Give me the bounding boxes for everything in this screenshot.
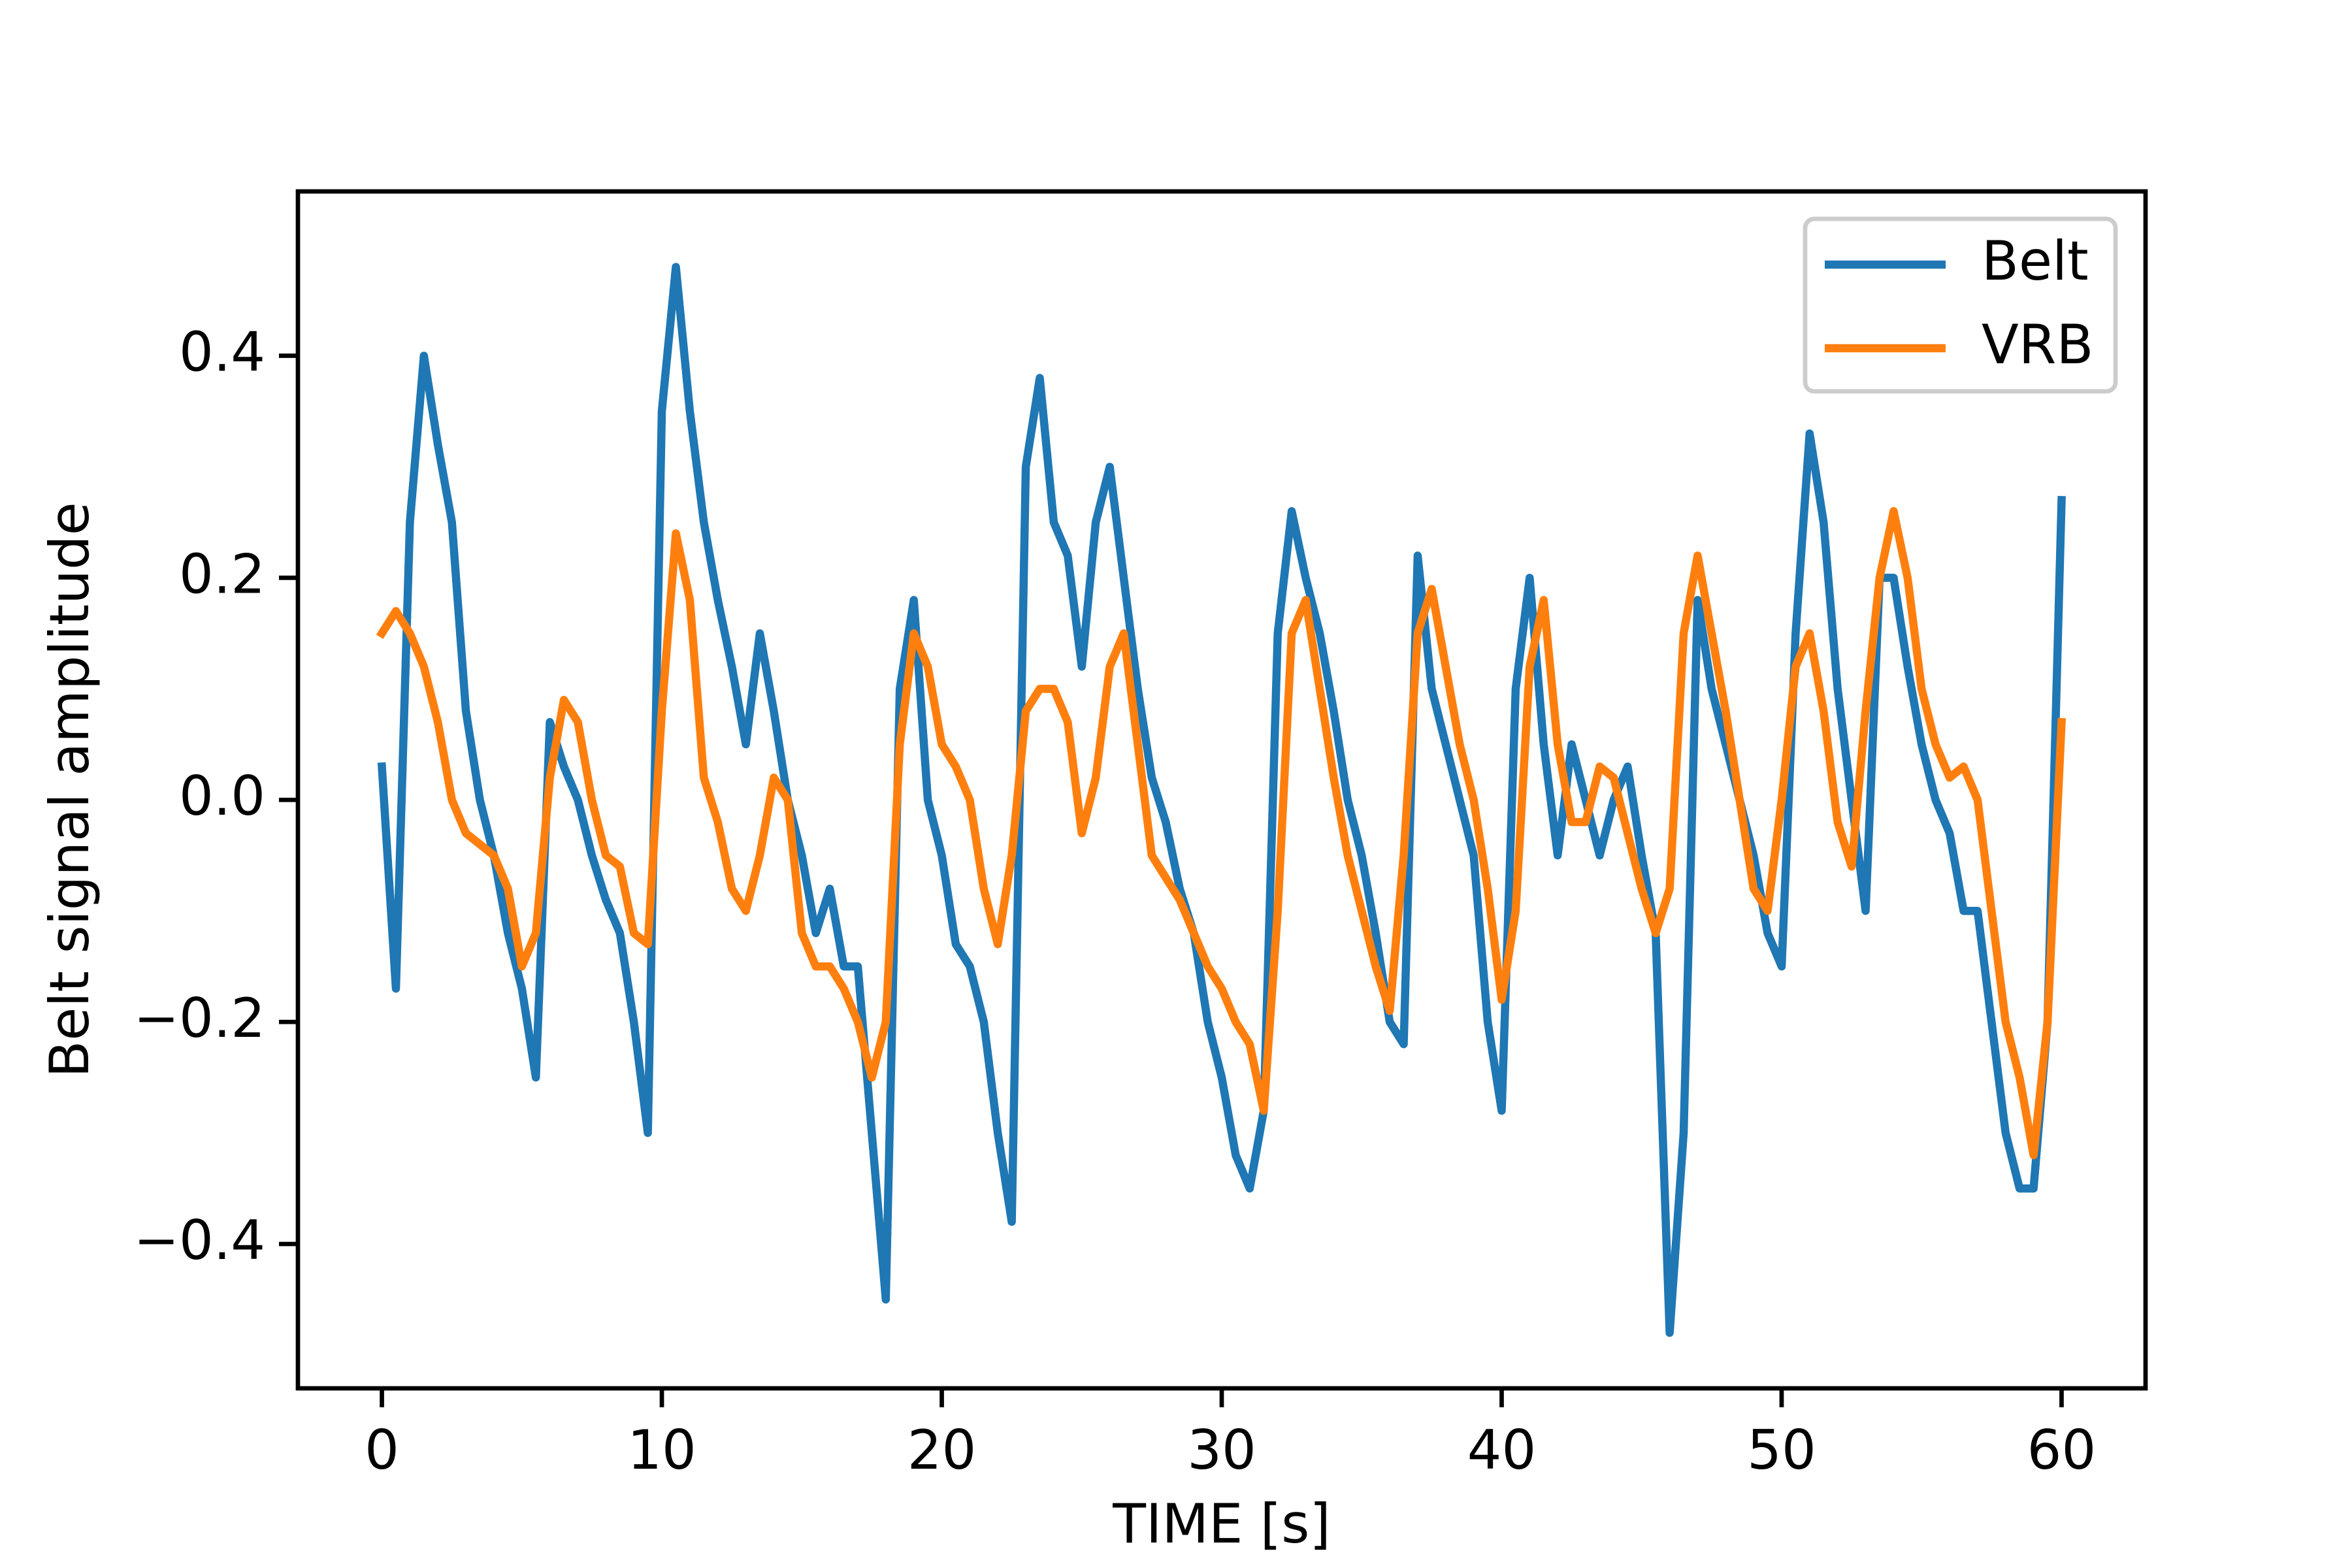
line-series bbox=[376, 507, 2066, 1160]
legend-label: Belt bbox=[1982, 229, 2089, 293]
y-tick-label: 0.2 bbox=[179, 542, 265, 606]
x-axis-label: TIME [s] bbox=[1112, 1492, 1331, 1556]
y-tick-label: −0.2 bbox=[133, 987, 265, 1050]
y-tick-label: 0.4 bbox=[179, 320, 265, 384]
y-tick-label: 0.0 bbox=[179, 764, 265, 828]
y-axis-label: Belt signal amplitude bbox=[38, 502, 101, 1077]
x-tick-label: 40 bbox=[1467, 1418, 1537, 1482]
line-series bbox=[377, 263, 2066, 1337]
axes-frame bbox=[295, 189, 2148, 1391]
x-tick-label: 10 bbox=[627, 1418, 696, 1482]
y-tick-label: −0.4 bbox=[133, 1209, 265, 1272]
x-tick-label: 30 bbox=[1187, 1418, 1256, 1482]
x-tick-label: 60 bbox=[2027, 1418, 2097, 1482]
x-tick-label: 20 bbox=[907, 1418, 977, 1482]
x-tick-label: 50 bbox=[1747, 1418, 1816, 1482]
x-tick-label: 0 bbox=[365, 1418, 399, 1482]
legend-label: VRB bbox=[1982, 313, 2093, 376]
